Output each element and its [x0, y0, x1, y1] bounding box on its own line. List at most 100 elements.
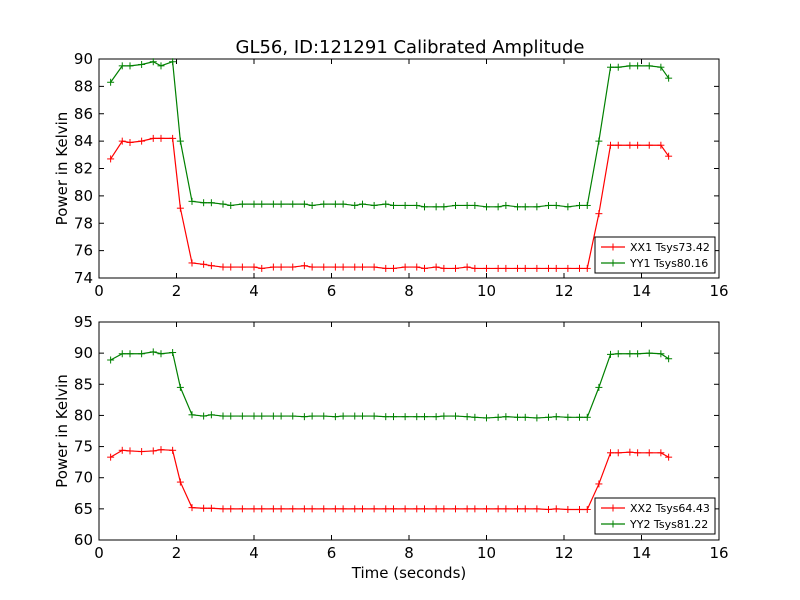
data-point — [227, 412, 235, 420]
data-point — [583, 505, 591, 513]
data-point — [463, 413, 471, 421]
data-point — [626, 448, 634, 456]
figure-title: GL56, ID:121291 Calibrated Amplitude — [236, 37, 585, 58]
data-point — [382, 413, 390, 421]
data-point — [300, 262, 308, 270]
data-point — [227, 505, 235, 513]
data-point — [149, 134, 157, 142]
plot-2: 0 2 4 6 8 10 12 14 16 60 65 70 75 80 85 90 95 Power in Ke… — [53, 313, 729, 582]
data-point — [533, 203, 541, 211]
data-point — [176, 478, 184, 486]
y-tick-label: 60 — [74, 531, 93, 549]
data-point — [207, 199, 215, 207]
data-point — [107, 453, 115, 461]
data-point — [564, 264, 572, 272]
data-point — [219, 200, 227, 208]
data-point — [413, 263, 421, 271]
data-point — [545, 413, 552, 421]
data-point — [118, 62, 126, 70]
x-tick-label: 2 — [172, 282, 182, 300]
data-point — [440, 203, 448, 211]
data-point — [219, 412, 227, 420]
x-tick-label: 8 — [404, 282, 414, 300]
data-point — [169, 134, 177, 142]
data-point — [118, 350, 126, 358]
data-point — [258, 412, 266, 420]
data-point — [157, 62, 165, 70]
data-point — [331, 263, 339, 271]
data-point — [463, 201, 471, 209]
data-point — [320, 505, 328, 513]
y-axis-label: Power in Kelvin — [53, 112, 71, 226]
data-point — [126, 62, 134, 70]
data-point — [300, 505, 308, 513]
data-point — [521, 264, 529, 272]
data-point — [645, 141, 653, 149]
data-point — [657, 350, 665, 358]
data-point — [413, 413, 421, 421]
data-point — [607, 63, 614, 71]
data-point — [634, 350, 642, 358]
data-point — [521, 505, 529, 513]
data-point — [169, 58, 177, 66]
data-point — [533, 264, 541, 272]
data-point — [382, 264, 390, 272]
data-point — [370, 263, 378, 271]
data-point — [289, 263, 297, 271]
data-point — [514, 203, 521, 211]
data-point — [359, 412, 366, 420]
data-point — [269, 263, 277, 271]
series-2 — [107, 348, 673, 422]
data-point — [665, 74, 673, 82]
data-point — [665, 355, 673, 363]
data-point — [300, 413, 308, 421]
legend-box — [594, 236, 716, 274]
data-point — [432, 263, 440, 271]
data-point — [289, 505, 297, 513]
data-point — [440, 505, 448, 513]
data-point — [533, 505, 541, 513]
data-point — [258, 200, 266, 208]
data-point — [502, 264, 510, 272]
data-point — [614, 350, 622, 358]
data-point — [188, 504, 196, 512]
data-point — [118, 137, 126, 145]
data-point — [188, 411, 196, 419]
legend-label: YY1 Tsys80.16 — [629, 257, 708, 270]
series-1 — [107, 446, 673, 513]
data-point — [277, 263, 285, 271]
legend: XX1 Tsys73.42 YY1 Tsys80.16 — [594, 236, 716, 274]
data-point — [576, 201, 583, 209]
data-point — [157, 350, 165, 358]
data-point — [219, 263, 227, 271]
data-point — [552, 413, 560, 421]
data-point — [188, 197, 196, 205]
data-point — [645, 349, 653, 357]
data-point — [421, 264, 428, 272]
data-point — [626, 141, 634, 149]
data-point — [390, 413, 397, 421]
data-point — [634, 449, 642, 457]
data-point — [250, 505, 258, 513]
data-point — [126, 447, 134, 455]
data-point — [157, 446, 165, 454]
data-point — [289, 412, 297, 420]
data-point — [176, 204, 184, 212]
y-tick-label: 95 — [74, 313, 93, 331]
x-tick-label: 10 — [477, 544, 496, 562]
data-point — [494, 203, 502, 211]
data-point — [200, 260, 208, 268]
data-point — [502, 201, 510, 209]
data-point — [289, 200, 297, 208]
data-point — [657, 141, 665, 149]
y-tick-label: 90 — [74, 50, 93, 68]
data-point — [665, 152, 673, 160]
data-point — [463, 505, 471, 513]
legend-label: XX2 Tsys64.43 — [630, 502, 710, 515]
data-point — [471, 413, 479, 421]
data-point — [390, 505, 397, 513]
data-point — [564, 505, 572, 513]
data-point — [339, 412, 347, 420]
y-tick-label: 80 — [74, 187, 93, 205]
data-point — [483, 414, 490, 422]
